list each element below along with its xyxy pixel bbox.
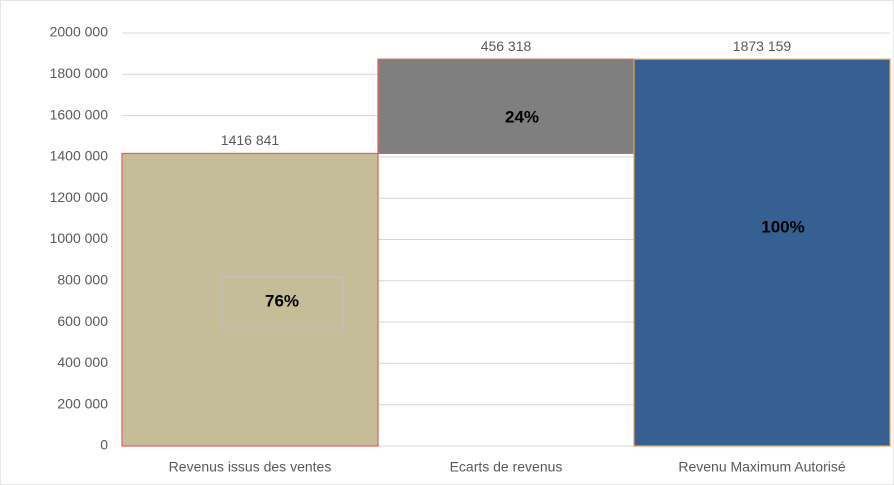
y-tick-label: 600 000 xyxy=(57,313,108,329)
x-tick-label: Ecarts de revenus xyxy=(450,459,563,475)
x-tick-label: Revenu Maximum Autorisé xyxy=(678,459,846,475)
bar xyxy=(633,58,891,447)
y-tick-label: 0 xyxy=(100,437,108,453)
share-label: 24% xyxy=(505,107,539,126)
share-label-box xyxy=(221,276,344,329)
y-tick-label: 400 000 xyxy=(57,354,108,370)
y-tick-label: 200 000 xyxy=(57,395,108,411)
y-tick-label: 2000 000 xyxy=(50,24,109,40)
share-label: 100% xyxy=(761,217,804,236)
x-tick-label: Revenus issus des ventes xyxy=(169,459,332,475)
y-tick-label: 800 000 xyxy=(57,272,108,288)
y-tick-label: 1200 000 xyxy=(50,189,109,205)
value-label: 1873 159 xyxy=(733,38,792,54)
share-label: 76% xyxy=(265,291,299,310)
y-tick-label: 1800 000 xyxy=(50,65,109,81)
bar xyxy=(377,58,635,155)
bar xyxy=(121,152,379,447)
y-tick-label: 1400 000 xyxy=(50,148,109,164)
y-tick-label: 1000 000 xyxy=(50,230,109,246)
y-tick-label: 1600 000 xyxy=(50,106,109,122)
value-label: 456 318 xyxy=(481,38,532,54)
value-label: 1416 841 xyxy=(221,132,280,148)
